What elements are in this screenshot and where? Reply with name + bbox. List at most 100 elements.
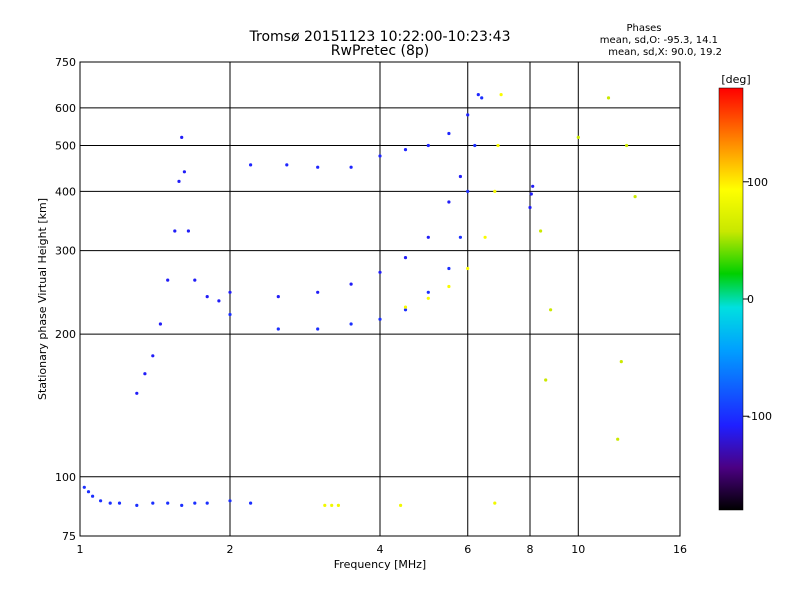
data-point <box>173 229 177 233</box>
y-tick-label: 200 <box>55 328 76 341</box>
data-point <box>166 278 170 282</box>
y-tick-label: 500 <box>55 139 76 152</box>
series-4 <box>249 93 480 169</box>
data-point <box>378 154 382 158</box>
data-point <box>539 229 543 233</box>
data-point <box>616 437 620 441</box>
data-point <box>228 312 232 317</box>
data-point <box>349 165 353 169</box>
x-tick-label: 4 <box>377 543 384 556</box>
data-point <box>276 295 280 299</box>
series-6 <box>528 184 535 210</box>
data-point <box>633 195 637 199</box>
data-point <box>108 501 112 505</box>
data-point <box>493 189 497 193</box>
data-point <box>217 299 221 303</box>
data-point <box>447 200 451 204</box>
x-tick-label: 16 <box>673 543 687 556</box>
data-point <box>447 131 451 136</box>
data-point <box>143 372 147 376</box>
colorbar <box>719 88 743 510</box>
series-8 <box>323 501 497 507</box>
data-point <box>426 235 430 239</box>
plot-frame <box>79 61 681 537</box>
data-point <box>473 143 477 148</box>
data-point <box>399 503 403 507</box>
data-point <box>316 165 320 169</box>
data-point <box>403 305 408 309</box>
data-point <box>316 290 320 294</box>
data-point <box>496 143 500 148</box>
series-2 <box>228 96 484 331</box>
data-point <box>336 503 340 507</box>
data-point <box>549 308 553 312</box>
series-1 <box>135 135 221 395</box>
colorbar-tick-label: 0 <box>747 293 754 306</box>
data-point <box>228 499 232 503</box>
colorbar-ticks: 100 0 -100 <box>743 176 772 423</box>
data-point <box>99 499 103 503</box>
data-point <box>135 391 139 395</box>
data-point <box>151 354 155 358</box>
data-point <box>349 322 353 326</box>
data-points <box>82 93 637 507</box>
data-point <box>276 327 280 331</box>
data-point <box>493 501 497 505</box>
data-point <box>205 501 209 505</box>
x-tick-label: 8 <box>527 543 534 556</box>
data-point <box>480 96 484 100</box>
chart-title: Tromsø 20151123 10:22:00-10:23:43 <box>249 29 511 45</box>
data-point <box>458 235 462 239</box>
data-point <box>403 148 408 152</box>
y-tick-label: 100 <box>55 471 76 484</box>
data-point <box>466 189 470 193</box>
y-tick-label: 750 <box>55 56 76 69</box>
data-point <box>544 378 548 382</box>
series-5 <box>403 93 503 309</box>
data-point <box>166 501 170 505</box>
data-point <box>426 143 430 148</box>
data-point <box>249 163 253 167</box>
data-point <box>476 93 480 97</box>
data-point <box>426 296 430 300</box>
data-point <box>483 235 487 239</box>
data-point <box>82 485 86 489</box>
data-point <box>323 503 327 507</box>
grid-lines <box>80 62 680 536</box>
data-point <box>135 503 139 507</box>
data-point <box>193 278 197 282</box>
colorbar-tick-label: 100 <box>747 176 768 189</box>
data-point <box>619 360 623 364</box>
data-point <box>186 229 190 233</box>
x-axis-label: Frequency [MHz] <box>334 558 426 571</box>
phases-heading: Phases <box>626 23 661 34</box>
data-point <box>458 174 462 179</box>
data-point <box>426 290 430 294</box>
data-point <box>180 135 184 139</box>
y-tick-label: 600 <box>55 102 76 115</box>
data-point <box>606 96 611 100</box>
data-point <box>316 327 320 331</box>
y-tick-label: 400 <box>55 185 76 198</box>
colorbar-label: [deg] <box>721 73 750 86</box>
data-point <box>249 501 253 505</box>
series-0 <box>82 485 253 507</box>
series-3 <box>228 174 462 299</box>
data-point <box>228 290 232 294</box>
data-point <box>378 317 382 321</box>
y-tick-label: 75 <box>62 530 76 543</box>
data-point <box>531 184 535 188</box>
x-tick-label: 10 <box>571 543 585 556</box>
data-point <box>529 192 533 196</box>
data-point <box>180 503 184 507</box>
data-point <box>182 170 186 174</box>
x-tick-label: 6 <box>464 543 471 556</box>
data-point <box>447 266 451 271</box>
data-point <box>117 501 122 505</box>
phases-o-mode: mean, sd,O: -95.3, 14.1 <box>600 35 718 46</box>
data-point <box>349 282 353 286</box>
data-point <box>151 501 155 505</box>
y-tick-label: 300 <box>55 245 76 258</box>
data-point <box>625 143 629 148</box>
